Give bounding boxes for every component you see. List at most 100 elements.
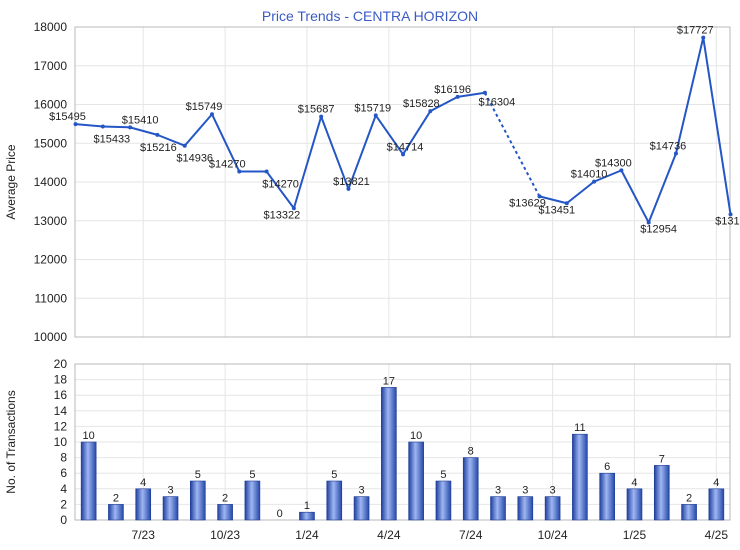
transaction-data-label: 3 — [522, 485, 528, 497]
y-tick-label: 6 — [60, 466, 67, 480]
y-tick-label: 18000 — [34, 20, 68, 34]
x-tick-label: 7/23 — [132, 528, 156, 542]
price-line-segment — [75, 123, 103, 128]
transaction-bar — [490, 496, 506, 521]
y-tick-label: 13000 — [34, 214, 68, 228]
price-point — [73, 122, 78, 127]
transaction-data-label: 4 — [713, 477, 719, 489]
price-line-segment — [539, 195, 568, 205]
y-tick-label: 12 — [54, 419, 68, 433]
y-tick-label: 16000 — [34, 98, 68, 112]
transaction-data-label: 0 — [277, 508, 283, 520]
transaction-data-label: 2 — [686, 492, 692, 504]
price-data-label: $14270 — [262, 179, 299, 191]
price-point — [701, 35, 706, 40]
transaction-data-label: 4 — [631, 477, 637, 489]
price-data-label: $16196 — [434, 84, 471, 96]
price-data-label: $16304 — [479, 97, 516, 109]
transaction-bar — [626, 488, 643, 521]
y-tick-label: 8 — [60, 451, 67, 465]
transaction-data-label: 3 — [495, 485, 501, 497]
price-line-segment — [292, 116, 323, 209]
y-axis-label: Average Price — [4, 144, 18, 219]
y-tick-label: 16 — [54, 388, 68, 402]
price-data-label: $15495 — [49, 111, 86, 123]
transaction-data-label: 2 — [222, 492, 228, 504]
price-line-segment — [102, 125, 131, 129]
transaction-data-label: 6 — [604, 461, 610, 473]
transaction-bar — [408, 441, 424, 521]
price-line-segment — [374, 114, 404, 155]
price-data-label: $14010 — [571, 169, 608, 181]
price-data-label: $14300 — [595, 157, 632, 169]
transaction-bar — [299, 511, 315, 521]
price-data-label: $15687 — [298, 104, 335, 116]
price-line-segment — [211, 113, 241, 172]
price-point — [264, 169, 269, 174]
price-data-label: $13821 — [333, 176, 370, 188]
price-line-segment — [593, 169, 622, 183]
transaction-bar — [162, 496, 179, 521]
y-tick-label: 14000 — [34, 175, 68, 189]
price-point — [401, 152, 406, 157]
price-line-segment — [183, 113, 213, 147]
price-point — [128, 125, 133, 130]
transaction-bar — [435, 480, 452, 521]
transaction-data-label: 5 — [440, 469, 446, 481]
transaction-bar — [572, 433, 588, 521]
transaction-data-label: 5 — [249, 469, 255, 481]
price-line-segment — [129, 126, 158, 136]
transaction-data-label: 10 — [410, 430, 422, 442]
y-tick-label: 18 — [54, 373, 68, 387]
price-point — [291, 206, 296, 211]
price-data-label: $15749 — [186, 101, 223, 113]
transaction-bar — [135, 488, 152, 521]
price-point — [428, 109, 433, 114]
x-tick-label: 4/25 — [705, 528, 729, 542]
transaction-bar — [190, 480, 206, 521]
price-point — [673, 151, 678, 156]
price-data-label: $15828 — [403, 98, 440, 110]
x-tick-label: 4/24 — [377, 528, 401, 542]
transaction-bar — [80, 441, 97, 521]
price-point — [592, 179, 597, 184]
transaction-bar — [544, 496, 561, 521]
price-point — [537, 194, 542, 199]
y-tick-label: 2 — [60, 497, 67, 511]
price-line-segment — [157, 133, 186, 147]
price-line-segment — [620, 169, 650, 223]
x-tick-label: 1/25 — [623, 528, 647, 542]
y-tick-label: 14 — [54, 404, 68, 418]
y-tick-label: 10 — [54, 435, 68, 449]
transaction-bar — [599, 472, 615, 521]
transaction-data-label: 3 — [359, 485, 365, 497]
chart-title: Price Trends - CENTRA HORIZON — [262, 8, 478, 24]
transaction-bar — [353, 496, 370, 521]
price-data-label: $14736 — [650, 140, 687, 152]
price-point — [210, 112, 215, 117]
price-data-label: $15433 — [93, 133, 130, 145]
transaction-data-label: 5 — [195, 469, 201, 481]
price-point — [373, 113, 378, 118]
price-data-label: $13322 — [264, 209, 301, 221]
price-point — [619, 168, 624, 173]
price-point — [646, 220, 651, 225]
price-line-segment — [484, 92, 541, 197]
transaction-bar — [217, 504, 233, 521]
price-data-label: $17727 — [677, 25, 714, 37]
price-point — [237, 169, 242, 174]
price-data-label: $13163 — [715, 215, 740, 227]
transaction-bar — [517, 496, 534, 521]
price-line-panel: 10000 11000 12000 13000 14000 15000 16000 17000… — [4, 20, 740, 344]
y-tick-label: 0 — [60, 513, 67, 527]
y-tick-label: 10000 — [34, 330, 68, 344]
plot-frame — [74, 26, 731, 338]
x-tick-label: 7/24 — [459, 528, 483, 542]
transaction-bar — [462, 457, 479, 521]
price-data-label: $14714 — [387, 141, 424, 153]
price-data-label: $15410 — [122, 114, 159, 126]
price-point — [482, 90, 487, 95]
price-point — [155, 132, 160, 137]
price-point — [728, 212, 733, 217]
y-tick-label: 4 — [60, 482, 67, 496]
